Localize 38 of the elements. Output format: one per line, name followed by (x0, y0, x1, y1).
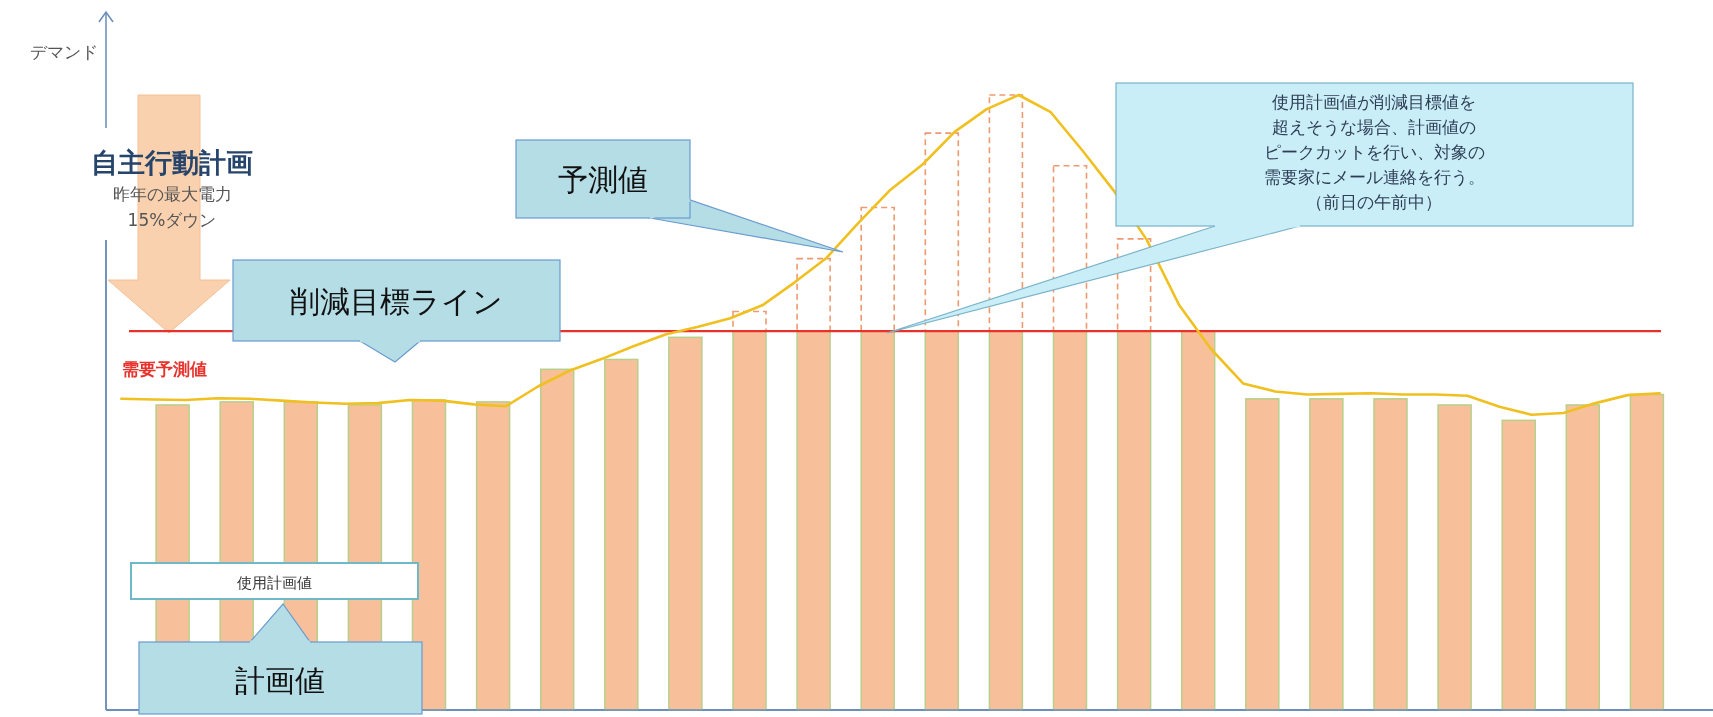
bar (475, 401, 511, 711)
bar (1052, 330, 1088, 711)
bar (668, 336, 703, 711)
bar (988, 94, 1024, 332)
bar (924, 132, 960, 332)
annotation: 使用計画値 (236, 574, 312, 592)
annotation: 自主行動計画 (91, 147, 253, 178)
annotation: ピークカットを行い、対象の (1263, 142, 1485, 162)
bar (1180, 330, 1216, 711)
annotation: 使用計画値が削減目標値を (1272, 92, 1476, 112)
bar (796, 257, 831, 332)
y-axis-title: デマンド (30, 42, 98, 62)
bar (1629, 393, 1665, 711)
bar (1116, 330, 1152, 711)
ref-line-label: 需要予測値 (122, 359, 207, 380)
annotation: 予測値 (558, 162, 648, 197)
annotation: 需要家にメール連絡を行う。 (1263, 167, 1485, 187)
bar (988, 330, 1024, 711)
bar (1437, 404, 1472, 711)
bar (539, 368, 575, 711)
annotation: （前日の午前中） (1306, 192, 1442, 212)
bar (732, 330, 767, 711)
bar (604, 358, 639, 711)
bar (1309, 398, 1344, 711)
bar (1373, 398, 1408, 711)
annotation: 超えそうな場合、計画値の (1272, 117, 1476, 137)
bar (1052, 164, 1088, 332)
bar (860, 206, 895, 332)
bar (1501, 419, 1536, 711)
annotation: 昨年の最大電力 (112, 184, 232, 204)
bar (1245, 398, 1280, 711)
annotation: 計画値 (235, 663, 325, 698)
bar (860, 330, 895, 711)
annotation: 削減目標ライン (289, 284, 503, 319)
bar (1565, 404, 1601, 711)
bar (924, 330, 960, 711)
annotation: 15%ダウン (127, 210, 217, 230)
bar (796, 330, 831, 711)
